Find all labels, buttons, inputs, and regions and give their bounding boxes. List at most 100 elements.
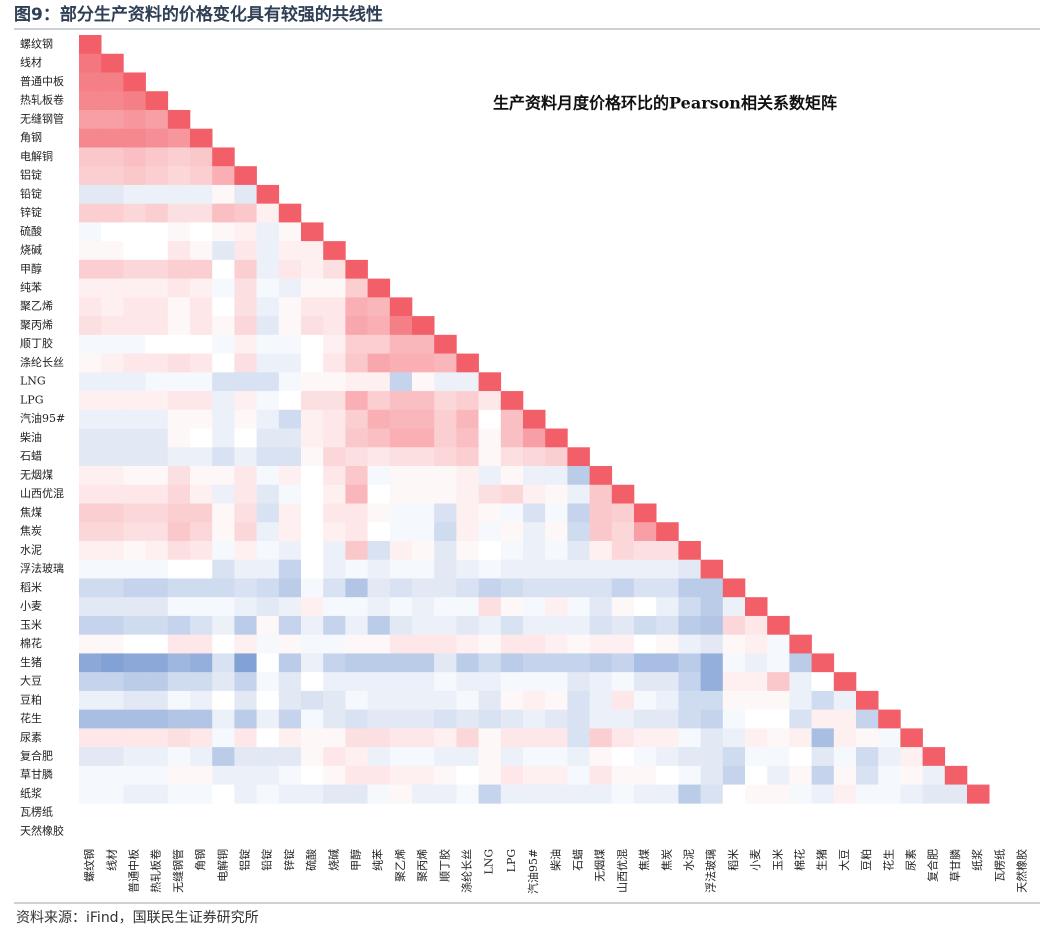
heatmap-cell bbox=[190, 522, 213, 542]
column-label: 角钢 bbox=[194, 849, 207, 871]
heatmap-cell bbox=[389, 353, 413, 373]
heatmap-cell bbox=[145, 484, 169, 504]
heatmap-cell bbox=[167, 128, 191, 148]
heatmap-cell bbox=[256, 372, 280, 392]
heatmap-cell bbox=[611, 747, 635, 767]
heatmap-cell bbox=[79, 91, 102, 111]
heatmap-cell bbox=[545, 690, 568, 710]
heatmap-cell bbox=[167, 728, 191, 748]
heatmap-cell bbox=[412, 466, 435, 486]
heatmap-cell bbox=[323, 334, 346, 354]
heatmap-cell bbox=[79, 166, 102, 186]
heatmap-cell bbox=[167, 109, 191, 129]
heatmap-cell bbox=[611, 597, 635, 617]
heatmap-cell bbox=[278, 615, 302, 635]
heatmap-cell bbox=[123, 466, 146, 486]
heatmap-cell bbox=[389, 765, 413, 785]
heatmap-cell bbox=[301, 503, 324, 523]
heatmap-cell bbox=[856, 747, 879, 767]
heatmap-cell bbox=[412, 409, 435, 429]
heatmap-cell bbox=[345, 672, 368, 692]
heatmap-cell bbox=[434, 447, 457, 467]
heatmap-cell bbox=[256, 353, 280, 373]
heatmap-cell bbox=[323, 522, 346, 542]
heatmap-cell bbox=[145, 334, 169, 354]
heatmap-cell bbox=[123, 372, 146, 392]
heatmap-cell bbox=[389, 747, 413, 767]
heatmap-cell bbox=[301, 297, 324, 317]
heatmap-cell bbox=[234, 578, 257, 598]
heatmap-cell bbox=[101, 466, 124, 486]
heatmap-cell bbox=[678, 653, 701, 673]
row-label: 天然橡胶 bbox=[20, 823, 64, 837]
heatmap-cell bbox=[456, 672, 479, 692]
heatmap-cell bbox=[301, 653, 324, 673]
heatmap-cell bbox=[145, 184, 169, 204]
heatmap-cell bbox=[190, 728, 213, 748]
heatmap-cell bbox=[145, 353, 169, 373]
heatmap-cell bbox=[167, 672, 191, 692]
heatmap-cell bbox=[256, 391, 280, 411]
heatmap-cell bbox=[367, 784, 391, 804]
heatmap-cell bbox=[434, 578, 457, 598]
heatmap-cell bbox=[256, 540, 280, 561]
heatmap-cell bbox=[611, 653, 635, 673]
heatmap-cell bbox=[323, 503, 346, 523]
heatmap-cell bbox=[589, 503, 613, 523]
heatmap-cell bbox=[412, 784, 435, 804]
heatmap-cell bbox=[389, 653, 413, 673]
heatmap-cell bbox=[234, 278, 257, 298]
row-label: 顺丁胶 bbox=[20, 336, 53, 350]
heatmap-cell bbox=[145, 409, 169, 429]
heatmap-cell bbox=[456, 409, 479, 429]
heatmap-cell bbox=[634, 597, 657, 617]
heatmap-cell bbox=[167, 653, 191, 673]
heatmap-cell bbox=[634, 578, 657, 598]
heatmap-cell bbox=[212, 391, 235, 411]
heatmap-cell bbox=[345, 484, 368, 504]
heatmap-cell bbox=[234, 428, 257, 448]
heatmap-cell bbox=[367, 765, 391, 785]
row-label: 无烟煤 bbox=[20, 467, 53, 481]
column-label: 烧碱 bbox=[327, 849, 340, 871]
heatmap-cell bbox=[145, 728, 169, 748]
heatmap-cell bbox=[190, 615, 213, 635]
heatmap-cells bbox=[79, 35, 990, 804]
heatmap-cell bbox=[301, 241, 324, 261]
heatmap-cell bbox=[101, 428, 124, 448]
heatmap-cell bbox=[234, 503, 257, 523]
heatmap-cell bbox=[145, 522, 169, 542]
heatmap-cell bbox=[79, 409, 102, 429]
heatmap-cell bbox=[212, 334, 235, 354]
heatmap-cell bbox=[811, 747, 835, 767]
heatmap-cell bbox=[167, 615, 191, 635]
heatmap-cell bbox=[234, 709, 257, 729]
heatmap-cell bbox=[190, 409, 213, 429]
heatmap-cell bbox=[722, 709, 746, 729]
heatmap-cell bbox=[123, 615, 146, 635]
heatmap-cell bbox=[278, 259, 302, 279]
heatmap-cell bbox=[167, 184, 191, 204]
heatmap-cell bbox=[478, 765, 502, 785]
heatmap-cell bbox=[478, 690, 502, 710]
heatmap-cell bbox=[412, 522, 435, 542]
heatmap-cell bbox=[700, 653, 724, 673]
heatmap-cell bbox=[389, 466, 413, 486]
row-label: 焦煤 bbox=[20, 506, 42, 519]
heatmap-cell bbox=[145, 765, 169, 785]
heatmap-cell bbox=[234, 466, 257, 486]
heatmap-cell bbox=[412, 540, 435, 561]
heatmap-cell bbox=[900, 728, 923, 748]
row-label: 大豆 bbox=[20, 674, 42, 688]
heatmap-cell bbox=[167, 503, 191, 523]
heatmap-cell bbox=[634, 615, 657, 635]
heatmap-cell bbox=[478, 653, 502, 673]
heatmap-cell bbox=[767, 728, 790, 748]
heatmap-cell bbox=[323, 259, 346, 279]
heatmap-cell bbox=[301, 334, 324, 354]
heatmap-cell bbox=[212, 540, 235, 561]
heatmap-cell bbox=[589, 747, 613, 767]
heatmap-cell bbox=[545, 634, 568, 654]
heatmap-cell bbox=[456, 597, 479, 617]
heatmap-cell bbox=[412, 615, 435, 635]
